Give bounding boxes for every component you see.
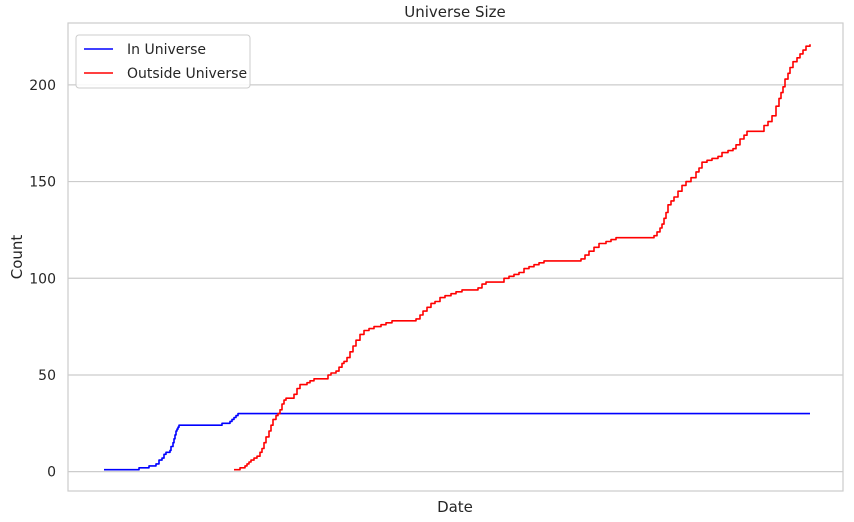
x-axis-label: Date xyxy=(437,498,473,516)
y-tick-label: 100 xyxy=(29,271,56,287)
y-tick-label: 50 xyxy=(38,368,56,384)
legend-label-outside-universe: Outside Universe xyxy=(127,66,247,82)
gridlines xyxy=(68,84,843,473)
legend-box xyxy=(75,34,251,89)
y-tick-label: 0 xyxy=(47,465,56,481)
plot-frame xyxy=(67,22,844,492)
y-tick-label: 200 xyxy=(29,78,56,94)
series-line-outside-universe xyxy=(234,44,811,471)
y-axis-label: Count xyxy=(8,235,26,280)
legend: In Universe Outside Universe xyxy=(75,34,251,89)
chart-title: Universe Size xyxy=(404,3,506,21)
legend-label-in-universe: In Universe xyxy=(127,42,206,58)
series-line-in-universe xyxy=(104,412,810,471)
y-tick-labels: 0 50 100 150 200 xyxy=(29,78,56,481)
y-tick-label: 150 xyxy=(29,175,56,191)
series-lines xyxy=(104,44,811,471)
